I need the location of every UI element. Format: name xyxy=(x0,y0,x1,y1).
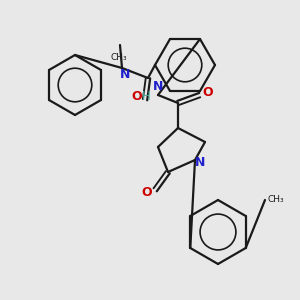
Text: O: O xyxy=(203,85,213,98)
Text: N: N xyxy=(195,157,205,169)
Text: O: O xyxy=(132,91,142,103)
Text: N: N xyxy=(153,80,163,94)
Text: CH₃: CH₃ xyxy=(267,194,284,203)
Text: N: N xyxy=(120,68,130,80)
Text: CH₃: CH₃ xyxy=(111,53,127,62)
Text: O: O xyxy=(142,187,152,200)
Text: H: H xyxy=(142,91,150,103)
